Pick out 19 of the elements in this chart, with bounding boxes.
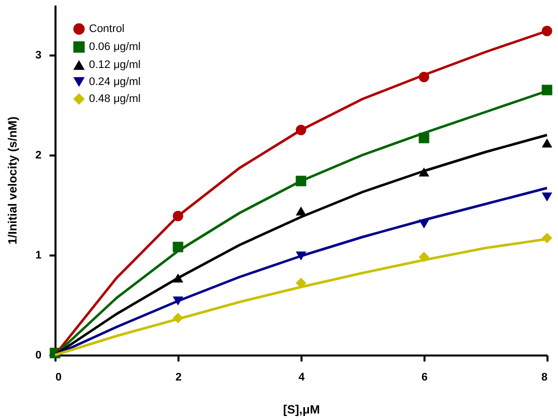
y-tick-label: 2 — [35, 150, 42, 162]
legend-label: 0.24 μg/ml — [89, 76, 141, 88]
point — [296, 206, 306, 216]
legend-label: 0.12 μg/ml — [89, 59, 141, 71]
x-axis-title: [S],μM — [283, 402, 320, 416]
y-tick-label: 0 — [35, 350, 42, 362]
y-tick-label: 3 — [35, 50, 42, 62]
legend-label: 0.48 μg/ml — [89, 93, 141, 105]
y-tick-label: 1 — [35, 250, 42, 262]
x-tick-label: 2 — [175, 372, 182, 384]
x-tick-label: 8 — [541, 372, 548, 384]
y-axis-title: 1/Initial velocity (s/nM) — [5, 116, 20, 245]
legend-label: 0.06 μg/ml — [89, 41, 141, 53]
point — [542, 138, 552, 148]
point — [542, 192, 552, 202]
x-tick-label: 6 — [421, 372, 428, 384]
x-tick-label: 4 — [298, 372, 306, 384]
x-tick-label: 0 — [56, 372, 62, 384]
legend-label: Control — [89, 23, 124, 35]
